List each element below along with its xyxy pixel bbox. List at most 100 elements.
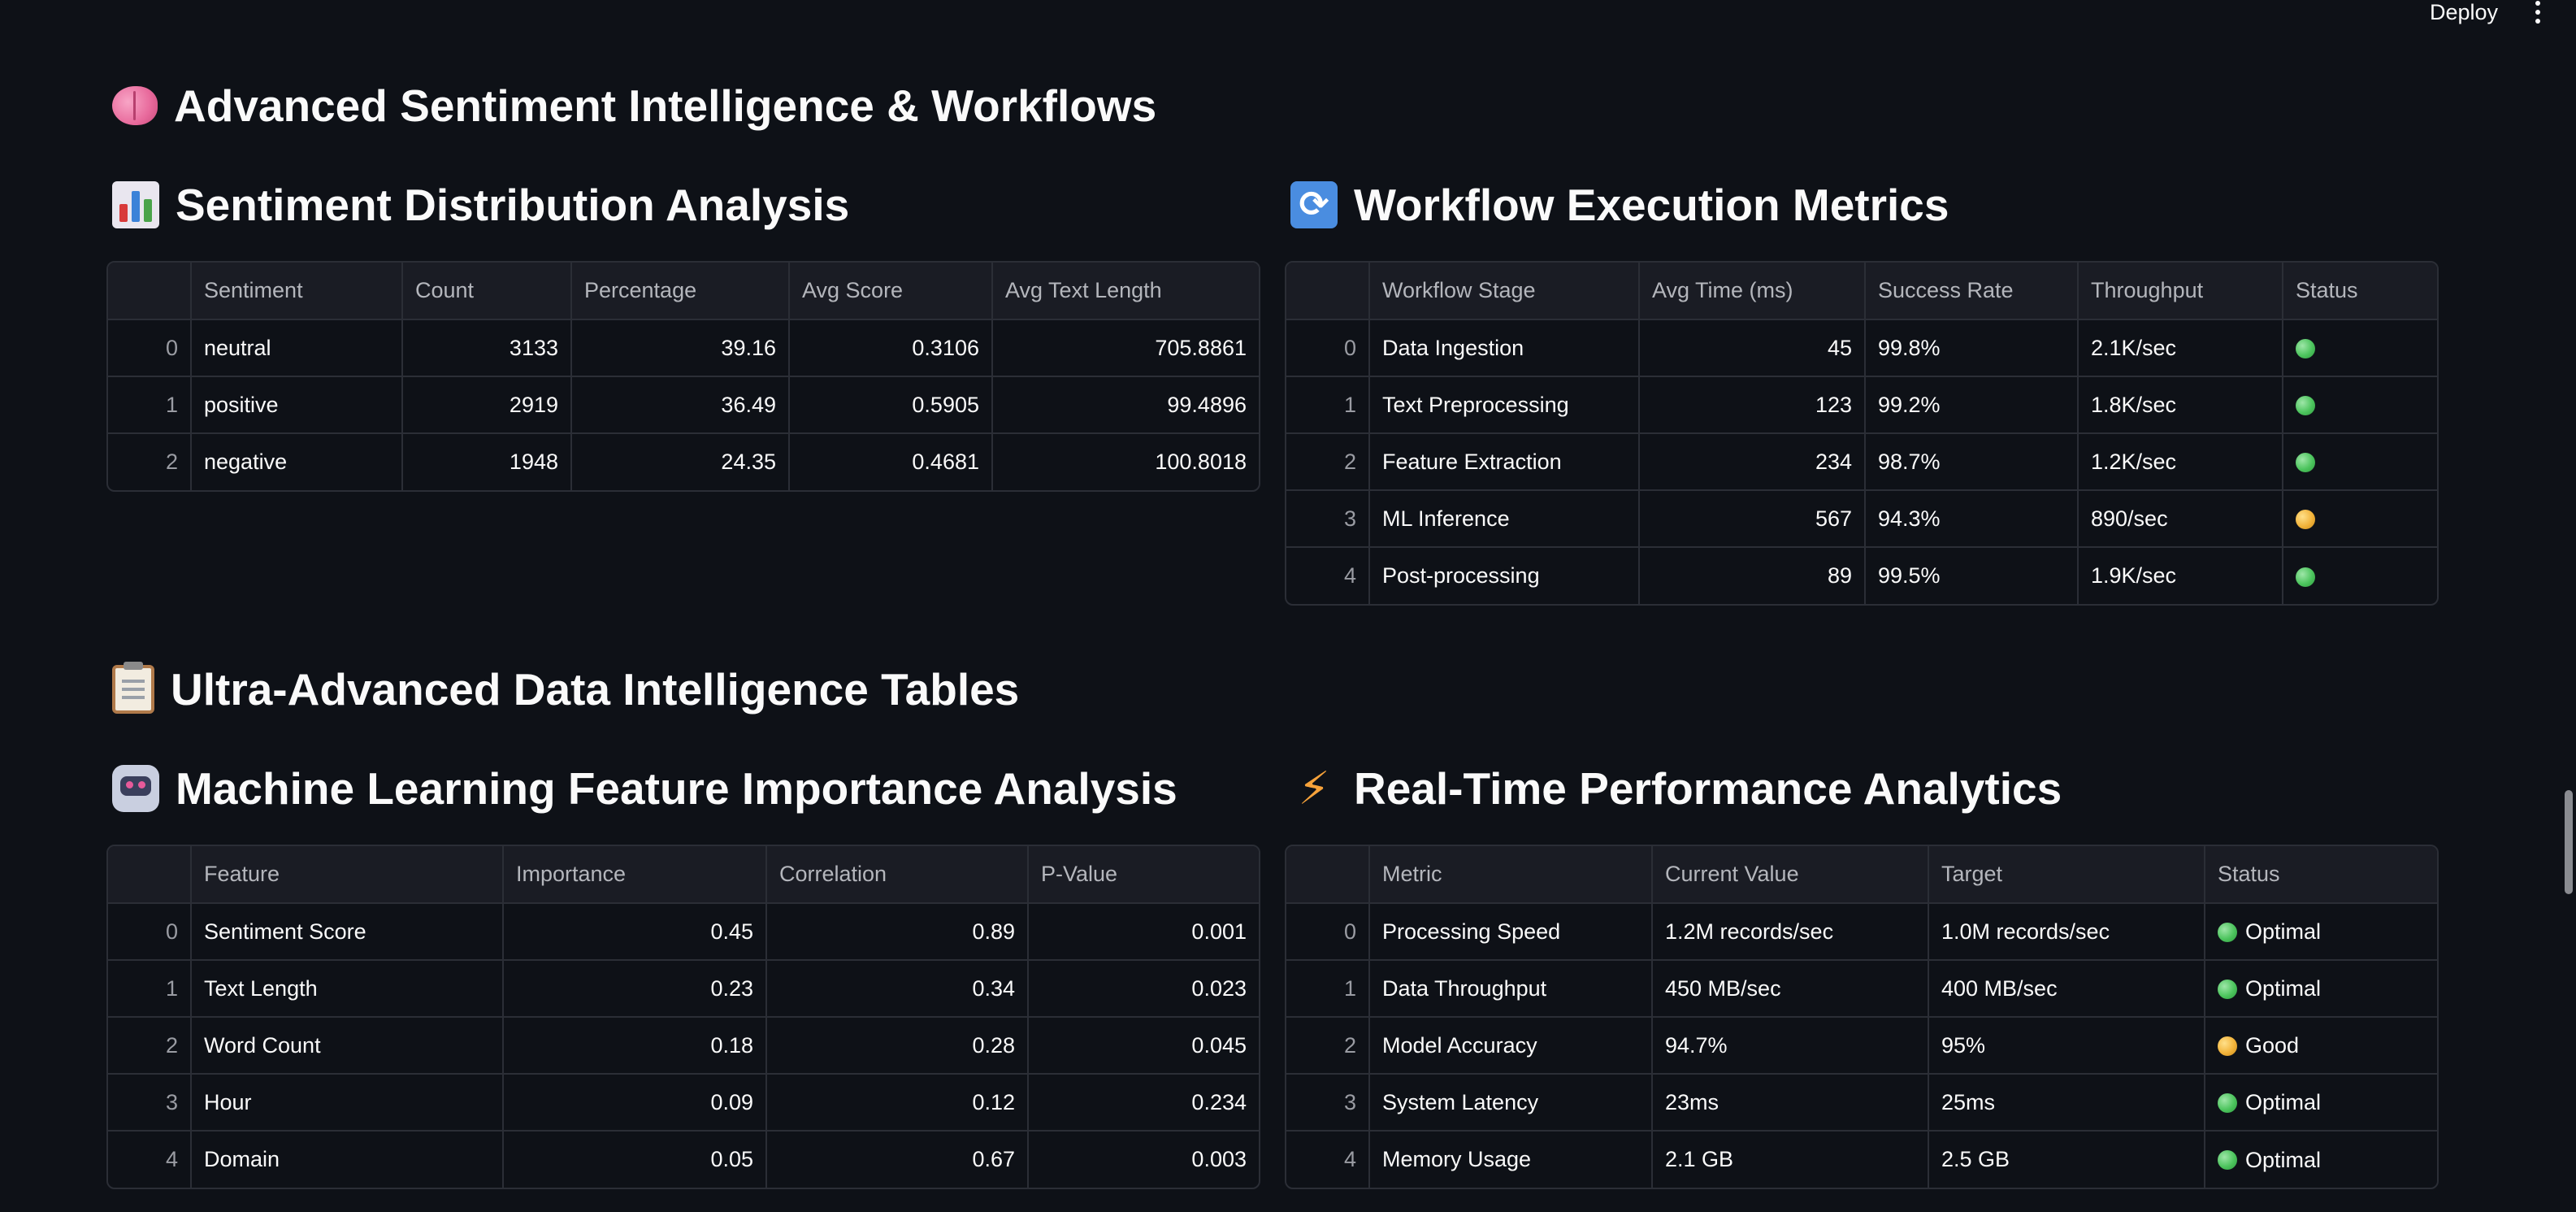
table-row[interactable]: 4 Memory Usage 2.1 GB 2.5 GB Optimal <box>1286 1131 2437 1188</box>
table-cell[interactable]: 567 <box>1639 490 1866 548</box>
status-cell[interactable]: Optimal <box>2205 903 2437 961</box>
column-header[interactable] <box>108 263 192 320</box>
column-header[interactable]: Workflow Stage <box>1369 263 1640 320</box>
table-cell[interactable]: 0.45 <box>503 903 767 961</box>
table-cell[interactable]: 2.5 GB <box>1928 1131 2205 1188</box>
table-cell[interactable]: 0.3106 <box>789 319 993 377</box>
table-cell[interactable]: Post-processing <box>1369 547 1640 604</box>
table-row[interactable]: 1 Data Throughput 450 MB/sec 400 MB/sec Opti… <box>1286 960 2437 1018</box>
table-cell[interactable]: 0.234 <box>1028 1074 1259 1132</box>
table-cell[interactable]: 0.18 <box>503 1017 767 1075</box>
column-header[interactable]: Importance <box>503 846 767 904</box>
table-cell[interactable]: 890/sec <box>2078 490 2283 548</box>
table-cell[interactable]: Data Throughput <box>1369 960 1653 1018</box>
table-cell[interactable]: 23ms <box>1652 1074 1929 1132</box>
column-header[interactable]: Count <box>402 263 572 320</box>
table-cell[interactable]: 0.89 <box>766 903 1029 961</box>
sentiment-table[interactable]: Sentiment Count Percentage Avg Score Avg… <box>106 261 1260 492</box>
status-cell[interactable]: Optimal <box>2205 1131 2437 1188</box>
table-row[interactable]: 1 Text Preprocessing 123 99.2% 1.8K/sec <box>1286 376 2437 434</box>
kebab-menu-icon[interactable] <box>2535 1 2540 24</box>
table-cell[interactable]: 36.49 <box>571 376 790 434</box>
table-cell[interactable]: 99.2% <box>1865 376 2079 434</box>
table-row[interactable]: 0 Sentiment Score 0.45 0.89 0.001 <box>108 903 1259 961</box>
table-cell[interactable]: 0.28 <box>766 1017 1029 1075</box>
column-header[interactable]: Status <box>2283 263 2437 320</box>
workflow-table[interactable]: Workflow Stage Avg Time (ms) Success Rat… <box>1285 261 2439 606</box>
table-cell[interactable]: Domain <box>191 1131 504 1188</box>
table-cell[interactable]: 0.09 <box>503 1074 767 1132</box>
table-cell[interactable]: 99.5% <box>1865 547 2079 604</box>
column-header[interactable]: Sentiment <box>191 263 403 320</box>
table-cell[interactable]: Model Accuracy <box>1369 1017 1653 1075</box>
status-cell[interactable] <box>2283 433 2437 491</box>
table-cell[interactable]: 0.12 <box>766 1074 1029 1132</box>
table-cell[interactable]: 123 <box>1639 376 1866 434</box>
table-row[interactable]: 3 System Latency 23ms 25ms Optimal <box>1286 1074 2437 1132</box>
table-cell[interactable]: neutral <box>191 319 403 377</box>
table-row[interactable]: 4 Post-processing 89 99.5% 1.9K/sec <box>1286 547 2437 604</box>
table-row[interactable]: 3 Hour 0.09 0.12 0.234 <box>108 1074 1259 1132</box>
column-header[interactable]: Correlation <box>766 846 1029 904</box>
table-cell[interactable]: Text Preprocessing <box>1369 376 1640 434</box>
table-cell[interactable]: 100.8018 <box>1155 450 1247 474</box>
table-cell[interactable]: 2.1 GB <box>1652 1131 1929 1188</box>
table-row[interactable]: 2 Feature Extraction 234 98.7% 1.2K/sec <box>1286 433 2437 491</box>
table-cell[interactable]: 2919 <box>402 376 572 434</box>
table-cell[interactable]: 0.5905 <box>789 376 993 434</box>
table-cell[interactable]: 39.16 <box>571 319 790 377</box>
deploy-button[interactable]: Deploy <box>2429 0 2498 24</box>
column-header[interactable]: Success Rate <box>1865 263 2079 320</box>
table-row[interactable]: 2 Model Accuracy 94.7% 95% Good <box>1286 1017 2437 1075</box>
table-row[interactable]: 1 positive 2919 36.49 0.5905 99.4896 <box>108 376 1259 434</box>
column-header[interactable]: Metric <box>1369 846 1653 904</box>
table-cell[interactable]: 705.8861 <box>992 319 1259 377</box>
table-row[interactable]: 2 negative 1948 24.35 0.4681 100.8018 <box>108 433 1259 490</box>
table-cell[interactable]: 24.35 <box>571 433 790 490</box>
table-cell[interactable]: System Latency <box>1369 1074 1653 1132</box>
table-cell[interactable]: 3133 <box>402 319 572 377</box>
table-cell[interactable]: 1.9K/sec <box>2078 547 2283 604</box>
table-cell[interactable]: 94.7% <box>1652 1017 1929 1075</box>
table-row[interactable]: 0 Processing Speed 1.2M records/sec 1.0M re… <box>1286 903 2437 961</box>
table-cell[interactable]: 99.4896 <box>992 376 1259 434</box>
status-cell[interactable] <box>2283 376 2437 434</box>
table-cell[interactable]: 0.67 <box>766 1131 1029 1188</box>
table-row[interactable]: 3 ML Inference 567 94.3% 890/sec <box>1286 490 2437 548</box>
table-cell[interactable]: 2.1K/sec <box>2078 319 2283 377</box>
table-cell[interactable]: Hour <box>191 1074 504 1132</box>
status-cell[interactable] <box>2283 319 2437 377</box>
status-cell[interactable] <box>2283 547 2437 604</box>
table-row[interactable]: 4 Domain 0.05 0.67 0.003 <box>108 1131 1259 1188</box>
table-cell[interactable]: ML Inference <box>1369 490 1640 548</box>
table-cell[interactable]: 95% <box>1928 1017 2205 1075</box>
table-row[interactable]: 1 Text Length 0.23 0.34 0.023 <box>108 960 1259 1018</box>
table-cell[interactable]: 94.3% <box>1865 490 2079 548</box>
table-cell[interactable]: Word Count <box>191 1017 504 1075</box>
table-cell[interactable]: 1.8K/sec <box>2078 376 2283 434</box>
status-cell[interactable]: Optimal <box>2205 1074 2437 1132</box>
column-header[interactable]: P-Value <box>1028 846 1259 904</box>
column-header[interactable]: Current Value <box>1652 846 1929 904</box>
feature-table[interactable]: Feature Importance Correlation P-Value 0… <box>106 845 1260 1189</box>
table-cell[interactable]: Text Length <box>191 960 504 1018</box>
table-row[interactable]: 0 Data Ingestion 45 99.8% 2.1K/sec <box>1286 319 2437 377</box>
column-header[interactable] <box>1286 263 1370 320</box>
column-header[interactable]: Avg Score <box>789 263 993 320</box>
table-row[interactable]: 0 neutral 3133 39.16 0.3106 705.8861 <box>108 319 1259 377</box>
table-cell[interactable]: 89 <box>1639 547 1866 604</box>
table-cell[interactable]: Feature Extraction <box>1369 433 1640 491</box>
table-cell[interactable]: 0.023 <box>1028 960 1259 1018</box>
column-header[interactable]: Feature <box>191 846 504 904</box>
table-cell[interactable]: 0.001 <box>1028 903 1259 961</box>
column-header[interactable]: Avg Time (ms) <box>1639 263 1866 320</box>
table-cell[interactable]: 0.34 <box>766 960 1029 1018</box>
table-cell[interactable]: 45 <box>1639 319 1866 377</box>
column-header[interactable] <box>108 846 192 904</box>
column-header[interactable] <box>1286 846 1370 904</box>
table-cell[interactable]: 234 <box>1639 433 1866 491</box>
table-cell[interactable]: 1.2M records/sec <box>1652 903 1929 961</box>
table-cell[interactable]: 400 MB/sec <box>1928 960 2205 1018</box>
table-cell[interactable]: 99.8% <box>1865 319 2079 377</box>
table-cell[interactable]: Processing Speed <box>1369 903 1653 961</box>
